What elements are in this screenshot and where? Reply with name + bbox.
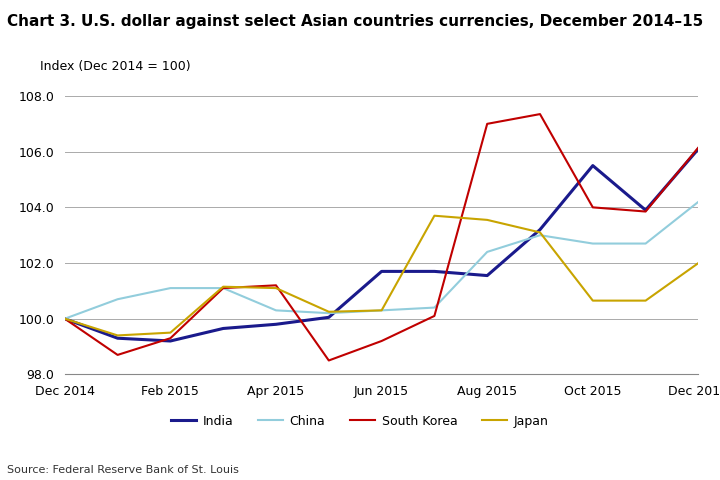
South Korea bbox=[271, 282, 280, 288]
South Korea bbox=[325, 358, 333, 363]
South Korea bbox=[588, 204, 597, 210]
Japan bbox=[166, 330, 175, 336]
South Korea bbox=[113, 352, 122, 358]
South Korea bbox=[60, 316, 69, 322]
Japan bbox=[113, 333, 122, 338]
Japan bbox=[694, 260, 703, 266]
South Korea bbox=[694, 144, 703, 150]
Text: Chart 3. U.S. dollar against select Asian countries currencies, December 2014–15: Chart 3. U.S. dollar against select Asia… bbox=[7, 14, 703, 29]
India bbox=[536, 227, 544, 232]
Legend: India, China, South Korea, Japan: India, China, South Korea, Japan bbox=[166, 410, 554, 433]
Japan bbox=[430, 213, 438, 218]
India bbox=[377, 268, 386, 274]
India bbox=[588, 163, 597, 168]
India bbox=[113, 336, 122, 341]
India bbox=[60, 316, 69, 322]
Japan bbox=[60, 316, 69, 322]
Line: South Korea: South Korea bbox=[65, 114, 698, 360]
South Korea bbox=[219, 285, 228, 291]
India bbox=[694, 146, 703, 152]
Japan bbox=[642, 298, 650, 303]
South Korea bbox=[377, 338, 386, 344]
India bbox=[430, 268, 438, 274]
India bbox=[642, 207, 650, 213]
India bbox=[271, 322, 280, 327]
India bbox=[219, 325, 228, 331]
Japan bbox=[588, 298, 597, 303]
China bbox=[60, 316, 69, 322]
China bbox=[113, 296, 122, 302]
China bbox=[430, 305, 438, 311]
Text: Source: Federal Reserve Bank of St. Louis: Source: Federal Reserve Bank of St. Loui… bbox=[7, 465, 239, 475]
China bbox=[694, 199, 703, 204]
Japan bbox=[483, 217, 492, 223]
Line: Japan: Japan bbox=[65, 216, 698, 336]
China bbox=[588, 240, 597, 246]
South Korea bbox=[483, 121, 492, 127]
Line: China: China bbox=[65, 202, 698, 319]
South Korea bbox=[536, 111, 544, 117]
South Korea bbox=[430, 313, 438, 319]
South Korea bbox=[166, 336, 175, 341]
Japan bbox=[377, 308, 386, 313]
Japan bbox=[536, 229, 544, 235]
India bbox=[325, 314, 333, 320]
India bbox=[483, 273, 492, 278]
China bbox=[642, 240, 650, 246]
Japan bbox=[325, 309, 333, 315]
China bbox=[536, 232, 544, 238]
China bbox=[271, 308, 280, 313]
China bbox=[483, 249, 492, 255]
Japan bbox=[271, 285, 280, 291]
Text: Index (Dec 2014 = 100): Index (Dec 2014 = 100) bbox=[40, 60, 190, 73]
China bbox=[166, 285, 175, 291]
South Korea bbox=[642, 209, 650, 215]
India bbox=[166, 338, 175, 344]
China bbox=[377, 308, 386, 313]
China bbox=[219, 285, 228, 291]
Line: India: India bbox=[65, 149, 698, 341]
Japan bbox=[219, 284, 228, 289]
China bbox=[325, 310, 333, 316]
